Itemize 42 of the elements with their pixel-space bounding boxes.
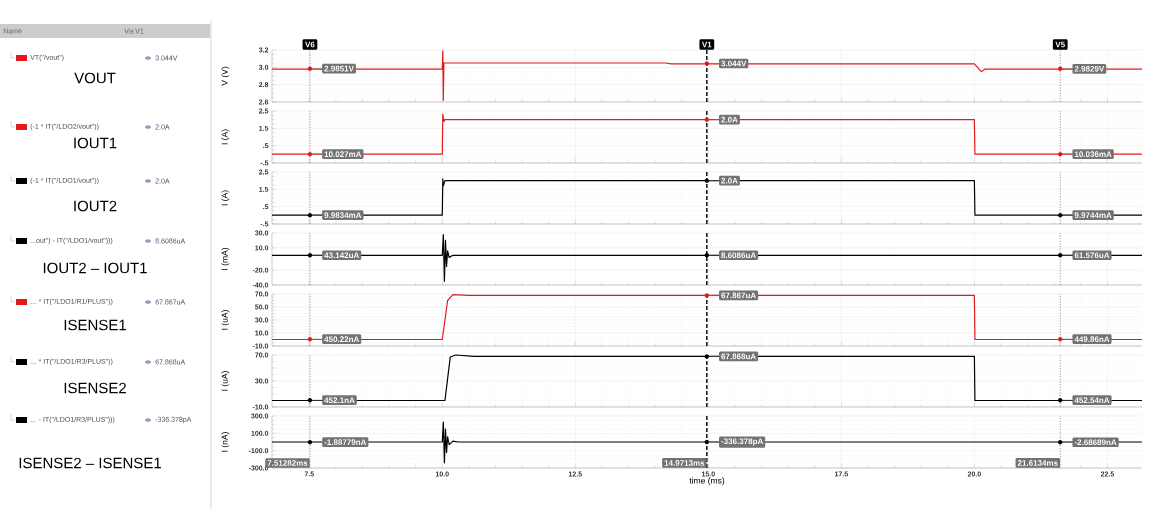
ref-line-label: V5 xyxy=(1055,41,1065,48)
text: IOUT2 xyxy=(74,200,117,212)
text: ISENSE2 xyxy=(64,382,126,394)
y-axis-title: I (nA) xyxy=(221,432,230,452)
annotation: 2.0A xyxy=(721,177,738,184)
annotation: -1.88779nA xyxy=(324,439,367,445)
annotation: 452.1nA xyxy=(324,397,355,404)
annotation: 9.9744mA xyxy=(1074,212,1112,218)
annotation: -2.68689nA xyxy=(1074,439,1117,446)
annotation: -336.378pA xyxy=(721,438,764,446)
text: IOUT2 – IOUT1 xyxy=(43,262,147,274)
annotation: 2.9851V xyxy=(324,65,354,72)
y-axis-title: I (A) xyxy=(221,129,230,145)
annotation: 9.9834mA xyxy=(324,212,362,218)
y-axis-title: V (V) xyxy=(221,66,230,86)
annotation: 449.86nA xyxy=(1074,336,1110,343)
ref-line-label: 7.51282ms xyxy=(267,460,308,466)
text: IOUT1 xyxy=(74,137,117,149)
y-axis-title: I (uA) xyxy=(221,371,230,391)
annotation: 8.6086uA xyxy=(721,252,756,259)
annotation: 67.867uA xyxy=(721,292,756,299)
ref-line-label: V6 xyxy=(305,41,315,48)
ref-line-label: 14.9713ms xyxy=(664,460,705,466)
text: ISENSE2 – ISENSE1 xyxy=(19,457,161,469)
annotation: 2.0A xyxy=(721,116,738,123)
ref-line-label: 21.6134ms xyxy=(1017,460,1058,466)
y-axis-title: I (mA) xyxy=(221,247,230,270)
annotation: 2.9829V xyxy=(1074,65,1105,72)
annotation: 10.027mA xyxy=(324,151,362,157)
annotation: 67.868uA xyxy=(721,353,756,360)
annotation: 43.142uA xyxy=(324,252,360,259)
annotation: 61.576uA xyxy=(1074,252,1110,259)
annotation: 450.22nA xyxy=(324,336,360,343)
ref-line-label: V1 xyxy=(701,41,712,48)
text: VOUT xyxy=(74,72,116,84)
y-axis-title: I (A) xyxy=(221,190,230,206)
annotation: 452.54nA xyxy=(1074,397,1110,404)
annotation: 3.044V xyxy=(721,60,747,67)
text: ISENSE1 xyxy=(64,319,126,331)
x-axis-title: time (ms) xyxy=(689,477,725,486)
y-axis-title: I (uA) xyxy=(221,310,230,330)
annotation: 10.036mA xyxy=(1074,151,1112,157)
